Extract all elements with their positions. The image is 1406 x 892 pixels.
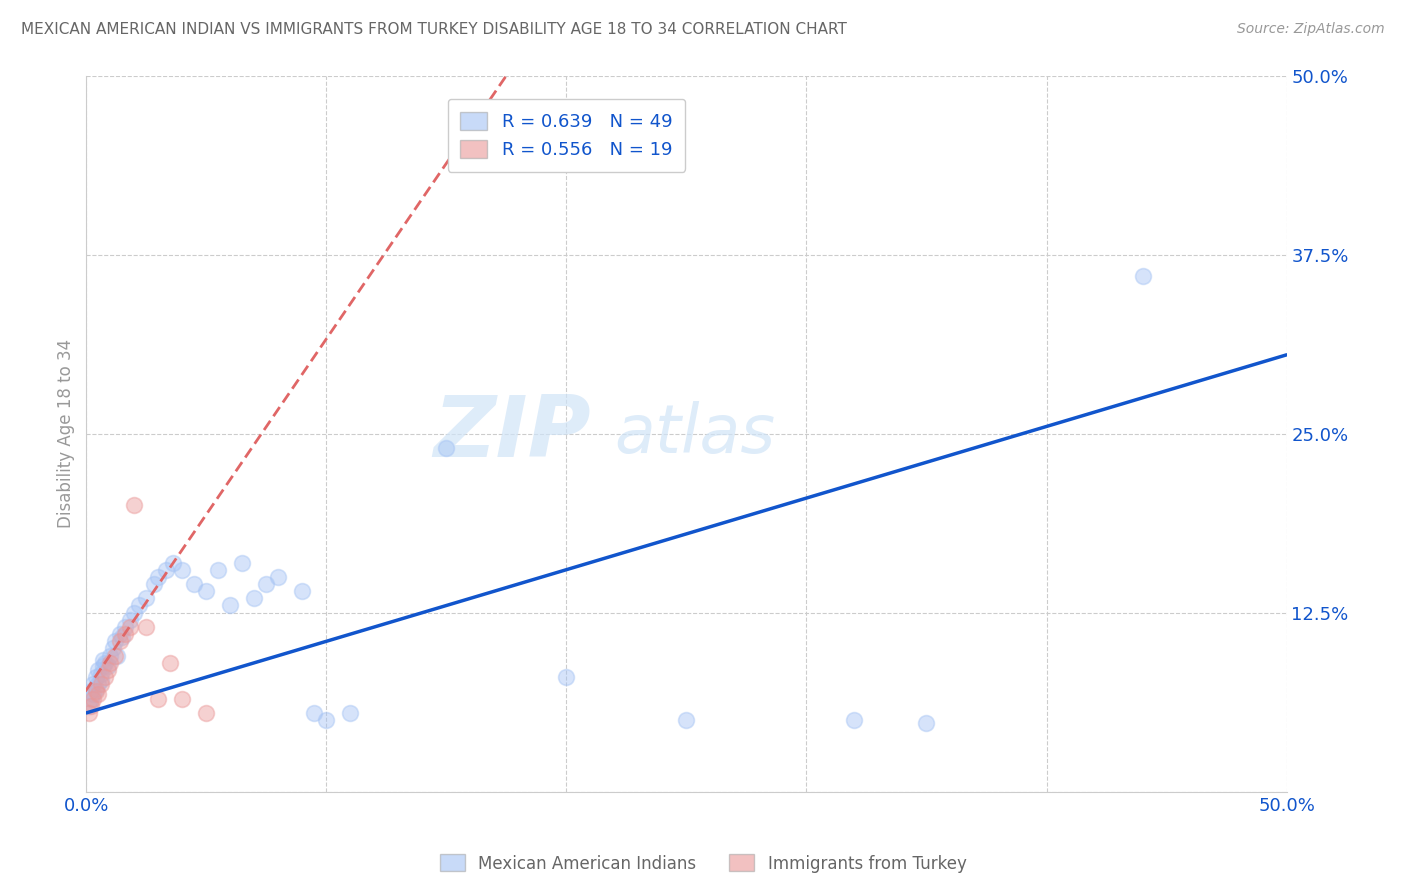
Text: MEXICAN AMERICAN INDIAN VS IMMIGRANTS FROM TURKEY DISABILITY AGE 18 TO 34 CORREL: MEXICAN AMERICAN INDIAN VS IMMIGRANTS FR…: [21, 22, 846, 37]
Point: [207, 563, 229, 577]
Point: [434, 441, 457, 455]
Point: [77, 698, 100, 713]
Text: atlas: atlas: [614, 401, 776, 467]
Point: [155, 563, 177, 577]
Point: [172, 563, 194, 577]
Point: [142, 577, 165, 591]
Point: [91, 658, 114, 673]
Point: [231, 556, 253, 570]
Point: [94, 670, 117, 684]
Y-axis label: Disability Age 18 to 34: Disability Age 18 to 34: [58, 339, 75, 528]
Point: [243, 591, 266, 606]
Point: [195, 584, 218, 599]
Point: [124, 498, 146, 512]
Point: [91, 653, 114, 667]
Point: [339, 706, 361, 720]
Point: [104, 634, 127, 648]
Point: [291, 584, 314, 599]
Point: [80, 691, 103, 706]
Point: [128, 599, 150, 613]
Text: ZIP: ZIP: [433, 392, 591, 475]
Point: [148, 691, 170, 706]
Point: [108, 627, 131, 641]
Point: [135, 620, 157, 634]
Point: [97, 663, 120, 677]
Point: [90, 677, 112, 691]
Point: [77, 706, 100, 720]
Point: [90, 673, 112, 687]
Point: [172, 691, 194, 706]
Point: [267, 570, 290, 584]
Point: [84, 681, 107, 696]
Point: [107, 648, 129, 663]
Point: [101, 641, 124, 656]
Point: [675, 713, 697, 727]
Point: [108, 634, 131, 648]
Point: [82, 691, 104, 706]
Point: [82, 687, 104, 701]
Point: [304, 706, 326, 720]
Point: [219, 599, 242, 613]
Point: [254, 577, 277, 591]
Point: [111, 630, 134, 644]
Point: [94, 656, 117, 670]
Point: [183, 577, 205, 591]
Point: [98, 648, 121, 663]
Point: [844, 713, 866, 727]
Point: [148, 570, 170, 584]
Point: [118, 620, 141, 634]
Point: [118, 613, 141, 627]
Point: [97, 658, 120, 673]
Point: [124, 606, 146, 620]
Point: [90, 667, 112, 681]
Point: [114, 620, 136, 634]
Point: [87, 687, 110, 701]
Point: [195, 706, 218, 720]
Point: [315, 713, 337, 727]
Point: [87, 663, 110, 677]
Point: [84, 670, 107, 684]
Point: [114, 627, 136, 641]
Point: [555, 670, 578, 684]
Point: [104, 648, 127, 663]
Point: [80, 698, 103, 713]
Text: Source: ZipAtlas.com: Source: ZipAtlas.com: [1237, 22, 1385, 37]
Point: [159, 656, 181, 670]
Point: [87, 677, 110, 691]
Point: [162, 556, 184, 570]
Legend: R = 0.639   N = 49, R = 0.556   N = 19: R = 0.639 N = 49, R = 0.556 N = 19: [447, 99, 685, 172]
Point: [82, 677, 104, 691]
Legend: Mexican American Indians, Immigrants from Turkey: Mexican American Indians, Immigrants fro…: [433, 847, 973, 880]
Point: [80, 684, 103, 698]
Point: [84, 684, 107, 698]
Point: [135, 591, 157, 606]
Point: [915, 715, 938, 730]
Point: [98, 656, 121, 670]
Point: [1132, 268, 1154, 283]
